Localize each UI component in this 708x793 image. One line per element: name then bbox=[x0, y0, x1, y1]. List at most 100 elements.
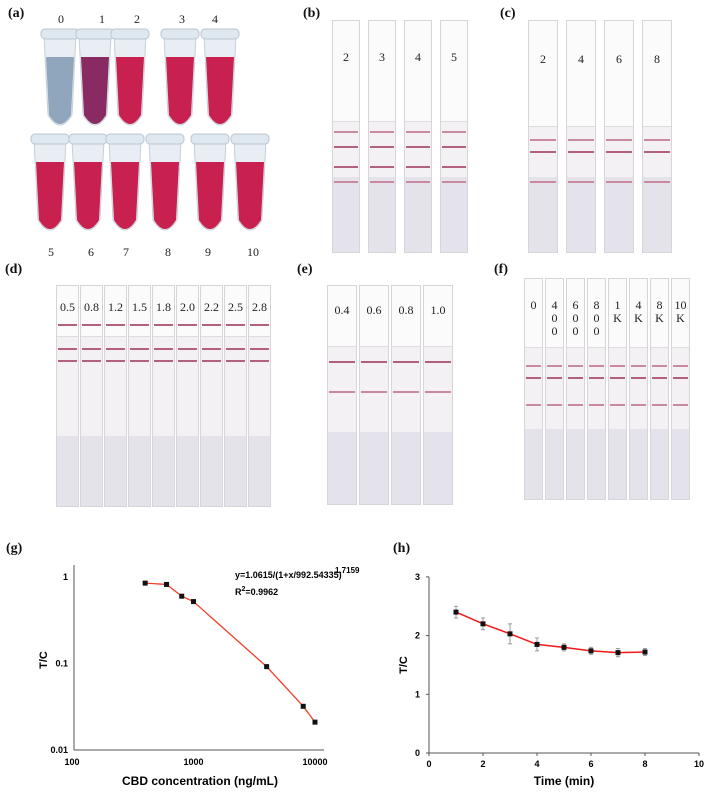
tube bbox=[110, 28, 150, 126]
panel-label-e: (e) bbox=[297, 262, 313, 277]
absorbent-pad bbox=[129, 436, 150, 506]
sample-pad bbox=[588, 279, 605, 348]
strip-label: 1.2 bbox=[108, 300, 123, 314]
absorbent-pad bbox=[201, 436, 222, 506]
test-strip: 2.0 bbox=[176, 285, 199, 507]
sample-pad bbox=[609, 279, 626, 348]
absorbent-pad bbox=[630, 429, 647, 499]
test-line bbox=[652, 365, 667, 367]
test-line bbox=[226, 360, 245, 362]
absorbent-pad bbox=[369, 177, 395, 252]
y-tick-label: 2 bbox=[415, 631, 420, 641]
absorbent-pad bbox=[225, 436, 246, 506]
strip-label: 8 bbox=[654, 51, 660, 66]
tube-cap bbox=[40, 28, 80, 40]
test-line bbox=[644, 181, 670, 183]
test-line bbox=[568, 151, 594, 153]
tube-label: 10 bbox=[247, 245, 259, 259]
tube-cap bbox=[190, 133, 230, 145]
tube-cap bbox=[105, 133, 145, 145]
sample-pad bbox=[369, 21, 395, 122]
test-strip: 4 bbox=[404, 20, 432, 253]
tube-cap bbox=[145, 133, 185, 145]
sample-pad bbox=[328, 286, 356, 347]
test-line bbox=[547, 377, 562, 379]
absorbent-pad bbox=[392, 432, 420, 504]
strip-label: 4 0 0 bbox=[551, 298, 558, 339]
tube bbox=[30, 133, 70, 231]
sample-pad bbox=[525, 279, 542, 348]
data-point bbox=[480, 621, 486, 627]
test-line bbox=[568, 365, 583, 367]
test-line bbox=[526, 377, 541, 379]
tube-liquid bbox=[46, 57, 74, 124]
tube-label: 5 bbox=[48, 245, 54, 259]
sample-pad bbox=[567, 279, 584, 348]
test-strip: 4 0 0 bbox=[545, 278, 564, 500]
test-line bbox=[106, 348, 125, 350]
sample-pad bbox=[643, 21, 671, 127]
y-tick-label: 0.01 bbox=[50, 745, 68, 755]
tube-liquid bbox=[166, 57, 194, 124]
test-line bbox=[442, 166, 466, 168]
sample-pad bbox=[392, 286, 420, 347]
test-line bbox=[58, 348, 77, 350]
absorbent-pad bbox=[567, 177, 595, 252]
absorbent-pad bbox=[81, 436, 102, 506]
test-line bbox=[178, 324, 197, 326]
tube-cap bbox=[200, 28, 240, 40]
sample-pad bbox=[441, 21, 467, 122]
data-point bbox=[312, 719, 318, 725]
test-line bbox=[610, 377, 625, 379]
sample-pad bbox=[405, 21, 431, 122]
x-tick-label: 4 bbox=[534, 759, 539, 769]
test-line bbox=[442, 181, 466, 183]
test-line bbox=[334, 181, 358, 183]
x-axis-label: Time (min) bbox=[534, 774, 594, 788]
tube bbox=[75, 28, 115, 126]
panel-label-f: (f) bbox=[494, 262, 508, 277]
test-strip: 0.4 bbox=[327, 285, 357, 505]
test-line bbox=[329, 391, 355, 393]
test-strip: 3 bbox=[368, 20, 396, 253]
strip-label: 4 bbox=[578, 51, 584, 66]
y-axis-label: T/C bbox=[398, 656, 410, 674]
data-point bbox=[453, 609, 459, 615]
test-line bbox=[442, 146, 466, 148]
x-axis-label: CBD concentration (ng/mL) bbox=[122, 774, 278, 788]
strip-label: 0.5 bbox=[60, 300, 75, 314]
data-point bbox=[642, 649, 648, 655]
test-line bbox=[202, 360, 221, 362]
test-line bbox=[250, 348, 269, 350]
tube-label: 3 bbox=[179, 12, 185, 26]
test-line bbox=[673, 404, 688, 406]
strip-label: 1.8 bbox=[156, 300, 171, 314]
sample-pad bbox=[605, 21, 633, 127]
test-line bbox=[526, 365, 541, 367]
tube-cap bbox=[230, 133, 270, 145]
panel-label-a: (a) bbox=[8, 6, 25, 21]
tube-liquid bbox=[236, 162, 264, 229]
strip-label: 3 bbox=[379, 50, 385, 64]
test-line bbox=[652, 377, 667, 379]
data-point bbox=[534, 641, 540, 647]
strip-label: 8 0 0 bbox=[593, 298, 600, 339]
test-line bbox=[393, 391, 419, 393]
strip-label: 2.8 bbox=[252, 300, 267, 314]
test-line bbox=[530, 181, 556, 183]
panel-label-c: (c) bbox=[500, 6, 516, 21]
tubes-svg bbox=[30, 28, 270, 231]
test-strip: 0.5 bbox=[56, 285, 79, 507]
test-line bbox=[530, 151, 556, 153]
sample-pad bbox=[546, 279, 563, 348]
strip-label: 0.8 bbox=[398, 303, 414, 317]
test-line bbox=[130, 348, 149, 350]
x-tick-label: 6 bbox=[588, 759, 593, 769]
tube bbox=[68, 133, 108, 231]
test-line bbox=[673, 365, 688, 367]
data-point bbox=[507, 631, 513, 637]
test-line bbox=[442, 131, 466, 133]
absorbent-pad bbox=[177, 436, 198, 506]
tube bbox=[105, 133, 145, 231]
test-line bbox=[106, 360, 125, 362]
